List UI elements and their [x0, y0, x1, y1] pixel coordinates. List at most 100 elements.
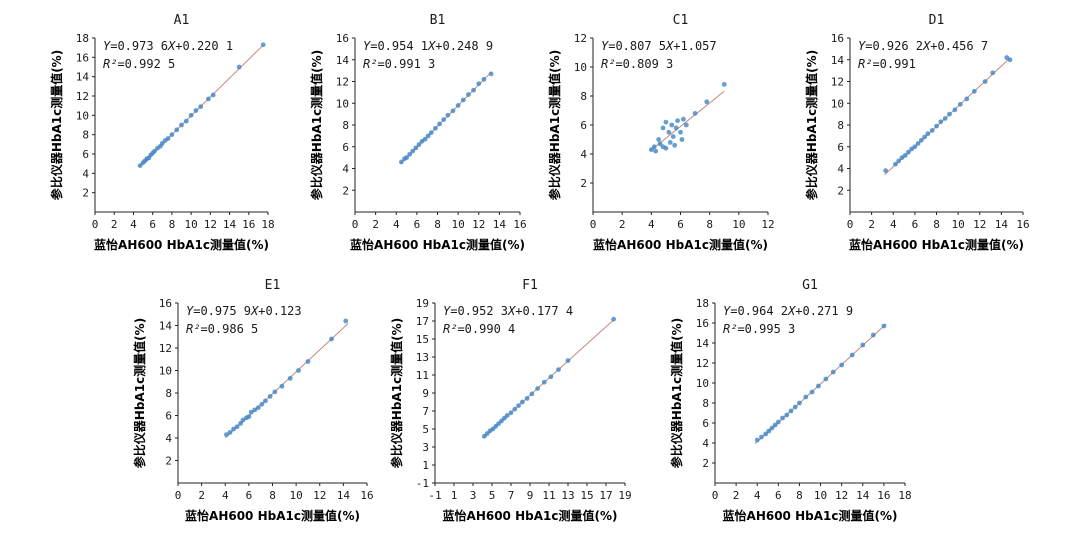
x-tick-label: 0 [590, 218, 597, 231]
data-point [893, 161, 898, 167]
x-tick-label: 12 [761, 218, 774, 231]
chart-title: A1 [174, 13, 190, 28]
data-point [721, 82, 727, 87]
data-point [912, 144, 918, 150]
data-point [231, 426, 236, 432]
x-tick-label: 10 [952, 218, 965, 231]
y-tick-label: 12 [574, 32, 587, 45]
data-point [234, 424, 240, 430]
x-tick-label: 10 [814, 489, 827, 502]
data-point [792, 404, 798, 410]
data-point [287, 375, 293, 381]
data-point [860, 342, 866, 348]
x-tick-label: 7 [508, 489, 515, 502]
data-point [754, 437, 760, 443]
data-point [660, 125, 666, 131]
y-tick-label: 6 [165, 410, 172, 423]
y-tick-label: 8 [82, 129, 89, 142]
data-point [667, 140, 673, 145]
data-point [445, 112, 451, 118]
data-point [663, 145, 669, 151]
x-tick-label: 10 [184, 218, 197, 231]
data-point [433, 125, 438, 131]
y-tick-label: 4 [580, 148, 587, 161]
x-tick-label: 18 [898, 489, 911, 502]
data-point [653, 148, 659, 154]
x-tick-label: 14 [337, 489, 351, 502]
data-point [704, 99, 710, 105]
x-tick-label: 13 [561, 489, 574, 502]
x-tick-label: 2 [111, 218, 118, 231]
r-squared: R²=0.986 5 [186, 322, 258, 336]
data-point [516, 403, 521, 408]
data-point [413, 145, 419, 151]
data-point [881, 323, 887, 329]
data-point [556, 367, 561, 372]
x-tick-label: 18 [261, 218, 274, 231]
chart-title: B1 [430, 13, 446, 28]
y-tick-label: 16 [831, 32, 844, 45]
data-point [198, 104, 204, 110]
data-point [422, 136, 428, 142]
chart-f1: F1-1 1 3 5 7 9 11 13 15 17 19-1135791113151719蓝怡AH… [389, 278, 632, 523]
x-tick-label: 12 [472, 218, 485, 231]
data-point [839, 362, 845, 368]
y-tick-label: 14 [696, 337, 710, 350]
data-point [508, 410, 514, 416]
x-tick-label: 8 [706, 218, 713, 231]
x-tick-label: 19 [618, 489, 631, 502]
x-axis-title: 蓝怡AH600 HbA1c测量值(%) [443, 508, 618, 523]
x-tick-label: 10 [732, 218, 745, 231]
data-point [296, 368, 301, 373]
y-tick-label: 10 [159, 365, 172, 378]
y-tick-label: 19 [416, 297, 429, 310]
x-tick-label: 14 [493, 218, 507, 231]
x-tick-label: 0 [352, 218, 359, 231]
data-point [657, 141, 663, 147]
data-point [179, 122, 184, 128]
r-squared: R²=0.990 4 [443, 322, 515, 336]
data-point [425, 133, 431, 139]
chart-title: E1 [265, 278, 281, 293]
x-tick-label: 0 [92, 218, 99, 231]
y-tick-label: 13 [416, 351, 429, 364]
y-tick-label: 4 [837, 163, 844, 176]
data-point [656, 137, 662, 142]
y-axis-title: 参比仪器HbA1c测量值(%) [804, 50, 819, 200]
data-point [947, 111, 952, 117]
y-tick-label: 16 [336, 32, 349, 45]
data-point [206, 96, 211, 102]
data-point [524, 396, 530, 401]
x-tick-label: 4 [648, 218, 655, 231]
regression-equation: Y=0.952 3X+0.177 4 [443, 304, 573, 318]
y-axis-title: 参比仪器HbA1c测量值(%) [49, 50, 64, 200]
data-point [466, 92, 471, 97]
data-point [267, 393, 273, 399]
data-point [305, 359, 311, 364]
data-point [809, 389, 815, 395]
r-squared: R²=0.991 [858, 57, 916, 71]
y-axis-title: 参比仪器HbA1c测量值(%) [389, 318, 404, 468]
data-point [772, 422, 778, 428]
y-axis-title: 参比仪器HbA1c测量值(%) [132, 318, 147, 468]
data-point [174, 127, 180, 133]
data-point [512, 406, 518, 412]
x-tick-label: 6 [414, 218, 421, 231]
y-tick-label: 18 [76, 32, 89, 45]
x-tick-label: 16 [242, 218, 255, 231]
data-point [343, 318, 349, 324]
data-point [663, 119, 669, 125]
data-point [922, 134, 928, 140]
x-tick-label: -1 [428, 489, 441, 502]
x-tick-label: 4 [393, 218, 400, 231]
y-tick-label: 2 [165, 455, 172, 468]
data-point [450, 108, 456, 114]
y-tick-label: 8 [342, 119, 349, 132]
r-squared: R²=0.995 3 [723, 322, 795, 336]
chart-d1: D1 0 2 4 6 8 10 12 14 16 2 4 6 8 10 12 14 16 蓝怡AH600 HbA1c… [804, 13, 1030, 252]
x-tick-label: 2 [198, 489, 205, 502]
data-point [279, 383, 285, 389]
